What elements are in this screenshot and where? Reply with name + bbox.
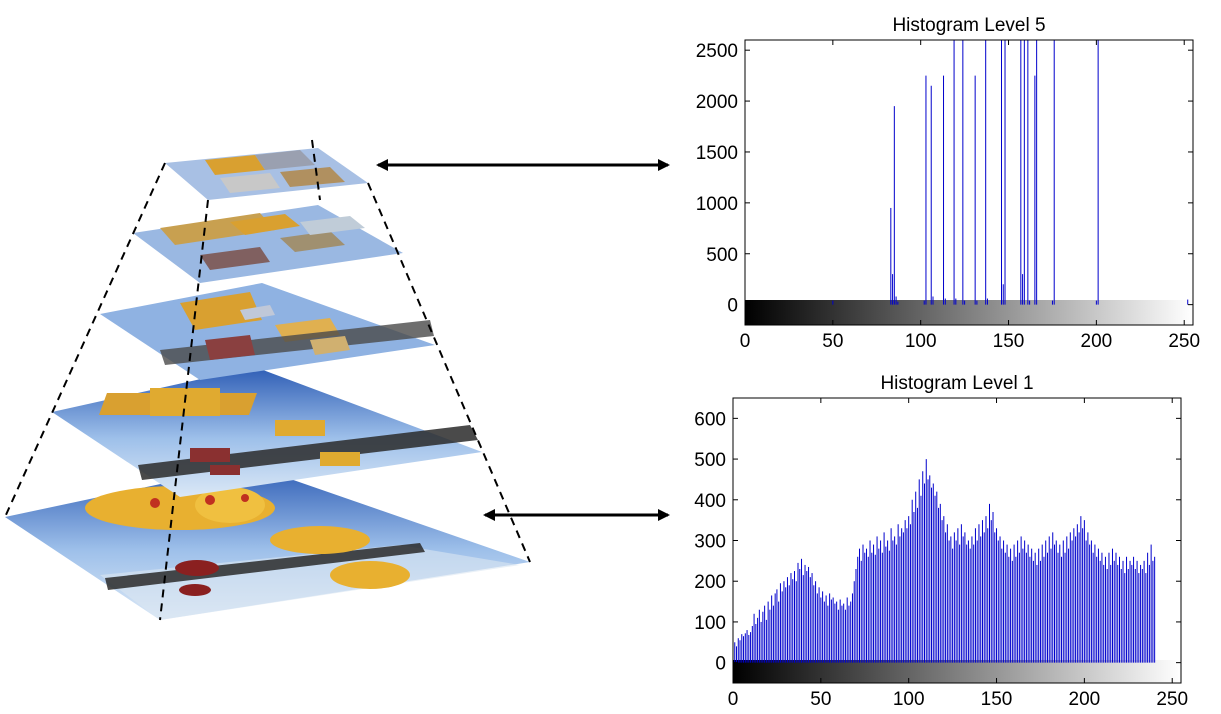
pyramid-outline <box>4 139 531 621</box>
x-tick-label: 250 <box>1156 689 1188 710</box>
y-tick-label: 0 <box>727 296 738 317</box>
y-tick-label: 2500 <box>696 41 738 62</box>
pyramid-level-1 <box>5 465 530 620</box>
x-tick-label: 150 <box>981 689 1013 710</box>
x-tick-label: 200 <box>1069 689 1101 710</box>
x-tick-label: 0 <box>740 331 751 352</box>
x-tick-label: 0 <box>728 689 739 710</box>
pyramid-level-2 <box>52 367 482 497</box>
image-pyramid <box>4 139 531 621</box>
y-tick-label: 400 <box>694 491 726 512</box>
x-tick-label: 100 <box>893 689 925 710</box>
x-tick-label: 100 <box>905 331 937 352</box>
histogram-level-1: Histogram Level 1 0 50 100 150 200 250 0 100 200 3… <box>694 373 1188 710</box>
y-tick-label: 1500 <box>696 143 738 164</box>
x-tick-label: 150 <box>993 331 1025 352</box>
plot-frame <box>744 39 1194 326</box>
pyramid-level-3 <box>100 283 435 380</box>
histogram-level-5: Histogram Level 50 50 100 150 200 25005001000… <box>696 15 1200 352</box>
pyramid-level-4 <box>133 205 403 283</box>
y-tick-label: 200 <box>694 572 726 593</box>
y-tick-label: 600 <box>694 409 726 430</box>
y-tick-label: 500 <box>706 245 738 266</box>
y-tick-label: 2000 <box>696 92 738 113</box>
gray-ramp <box>745 300 1193 325</box>
chart-title: Histogram Level 1 <box>880 373 1033 394</box>
x-tick-label: 50 <box>810 689 831 710</box>
x-tick-label: 250 <box>1168 331 1200 352</box>
y-tick-label: 300 <box>694 532 726 553</box>
y-tick-label: 0 <box>715 654 726 675</box>
y-tick-label: 1000 <box>696 194 738 215</box>
x-tick-label: 200 <box>1081 331 1113 352</box>
y-tick-label: 500 <box>694 450 726 471</box>
gray-ramp <box>733 660 1181 683</box>
chart-title: Histogram Level 5 <box>892 15 1045 36</box>
y-tick-label: 100 <box>694 613 726 634</box>
pyramid-level-5 <box>165 148 368 200</box>
x-tick-label: 50 <box>822 331 843 352</box>
